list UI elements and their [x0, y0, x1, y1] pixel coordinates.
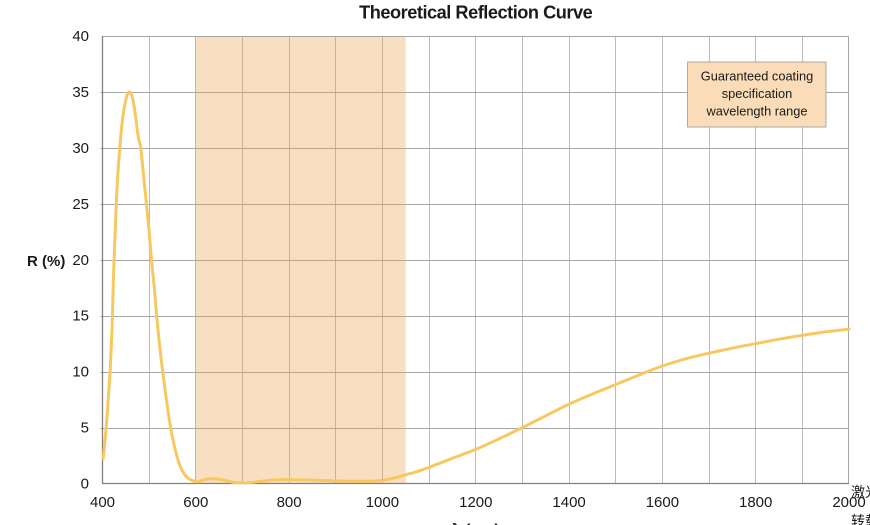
svg-text:400: 400	[90, 494, 115, 511]
svg-text:0: 0	[81, 476, 89, 493]
svg-text:wavelength range: wavelength range	[705, 104, 807, 119]
svg-text:R (%): R (%)	[27, 253, 65, 270]
svg-text:600: 600	[183, 494, 208, 511]
svg-text:40: 40	[72, 28, 89, 45]
svg-text:2000: 2000	[832, 494, 865, 511]
svg-text:激光: 激光	[851, 484, 870, 500]
svg-text:1800: 1800	[739, 494, 772, 511]
svg-text:1400: 1400	[552, 494, 585, 511]
svg-text:15: 15	[72, 308, 89, 325]
svg-text:25: 25	[72, 196, 89, 213]
svg-text:λ (nm): λ (nm)	[452, 522, 500, 525]
svg-text:Guaranteed coating: Guaranteed coating	[701, 69, 813, 84]
svg-text:20: 20	[72, 252, 89, 269]
svg-text:5: 5	[81, 420, 89, 437]
svg-text:1600: 1600	[646, 494, 679, 511]
svg-text:转载: 转载	[851, 513, 870, 525]
svg-text:30: 30	[72, 140, 89, 157]
svg-text:35: 35	[72, 84, 89, 101]
svg-text:specification: specification	[722, 86, 792, 101]
svg-text:1000: 1000	[366, 494, 399, 511]
svg-text:Theoretical Reflection Curve: Theoretical Reflection Curve	[359, 3, 593, 23]
svg-text:1200: 1200	[459, 494, 492, 511]
svg-text:10: 10	[72, 364, 89, 381]
svg-text:800: 800	[277, 494, 302, 511]
